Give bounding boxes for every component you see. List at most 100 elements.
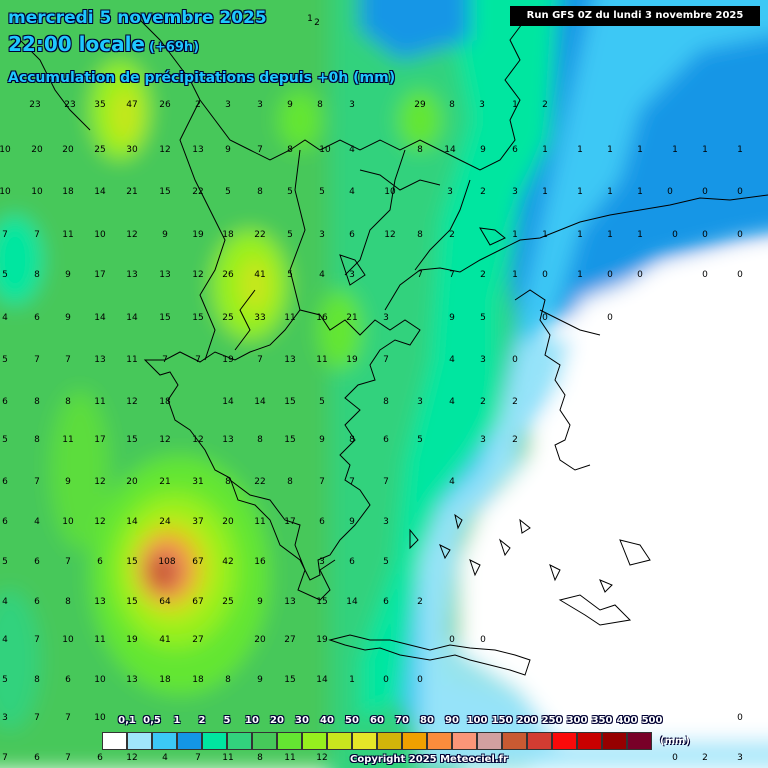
grid-value: 9 <box>257 597 263 607</box>
grid-value: 20 <box>126 477 138 487</box>
grid-value: 10 <box>94 230 106 240</box>
grid-value: 7 <box>34 230 40 240</box>
grid-value: 3 <box>383 313 389 323</box>
legend-threshold: 30 <box>295 715 309 726</box>
grid-value: 2 <box>480 397 486 407</box>
grid-value: 1 <box>307 14 313 24</box>
grid-value: 5 <box>319 397 325 407</box>
grid-value: 6 <box>97 753 103 763</box>
grid-value: 2 <box>417 597 423 607</box>
grid-value: 4 <box>449 477 455 487</box>
time-title: 22:00 locale (+69h) <box>8 32 199 56</box>
grid-value: 18 <box>159 675 171 685</box>
grid-value: 31 <box>192 477 204 487</box>
grid-value: 22 <box>254 230 266 240</box>
legend-threshold: 80 <box>420 715 434 726</box>
grid-value: 10 <box>31 187 43 197</box>
grid-value: 4 <box>162 753 168 763</box>
grid-value: 12 <box>316 753 328 763</box>
grid-value: 17 <box>94 270 106 280</box>
grid-value: 4 <box>349 145 355 155</box>
forecast-offset: (+69h) <box>149 40 200 55</box>
grid-value: 9 <box>65 270 71 280</box>
grid-value: 15 <box>284 675 296 685</box>
grid-value: 0 <box>702 270 708 280</box>
grid-value: 7 <box>349 477 355 487</box>
grid-value: 12 <box>159 145 171 155</box>
grid-value: 7 <box>65 557 71 567</box>
legend-swatch <box>102 732 127 750</box>
grid-value: 0 <box>637 270 643 280</box>
grid-value: 19 <box>346 355 358 365</box>
grid-value: 64 <box>159 597 171 607</box>
grid-value: 1 <box>349 675 355 685</box>
grid-value: 3 <box>2 713 8 723</box>
grid-value: 4 <box>2 313 8 323</box>
grid-value: 2 <box>195 100 201 110</box>
grid-value: 10 <box>62 635 74 645</box>
grid-value: 1 <box>637 230 643 240</box>
grid-value: 8 <box>34 270 40 280</box>
grid-value: 8 <box>34 397 40 407</box>
grid-value: 17 <box>94 435 106 445</box>
legend-threshold: 1 <box>173 715 181 726</box>
legend-threshold: 2 <box>198 715 206 726</box>
grid-value: 13 <box>284 597 296 607</box>
grid-value: 5 <box>480 313 486 323</box>
grid-value: 10 <box>94 675 106 685</box>
grid-value: 7 <box>2 230 8 240</box>
legend-threshold: 200 <box>516 715 538 726</box>
grid-value: 5 <box>2 435 8 445</box>
grid-value: 2 <box>702 753 708 763</box>
grid-value: 4 <box>2 635 8 645</box>
grid-value: 5 <box>287 230 293 240</box>
grid-value: 1 <box>577 270 583 280</box>
grid-value: 12 <box>384 230 396 240</box>
grid-value: 12 <box>126 230 138 240</box>
grid-value: 20 <box>222 517 234 527</box>
grid-value: 35 <box>94 100 106 110</box>
legend-unit: (mm) <box>660 736 690 747</box>
grid-value: 10 <box>62 517 74 527</box>
grid-value: 18 <box>62 187 74 197</box>
grid-value: 9 <box>449 313 455 323</box>
grid-value: 15 <box>159 187 171 197</box>
grid-value: 30 <box>126 145 138 155</box>
grid-value: 15 <box>316 597 328 607</box>
grid-value: 15 <box>159 313 171 323</box>
legend-swatch <box>252 732 277 750</box>
grid-value: 14 <box>254 397 266 407</box>
grid-value: 1 <box>577 145 583 155</box>
grid-value: 7 <box>383 477 389 487</box>
grid-value: 14 <box>126 517 138 527</box>
grid-value: 22 <box>254 477 266 487</box>
grid-value: 19 <box>222 355 234 365</box>
legend-threshold: 50 <box>345 715 359 726</box>
grid-value: 15 <box>126 557 138 567</box>
grid-value: 6 <box>34 597 40 607</box>
grid-value: 11 <box>222 753 234 763</box>
grid-value: 7 <box>34 713 40 723</box>
grid-value: 6 <box>383 597 389 607</box>
grid-value: 4 <box>449 397 455 407</box>
grid-value: 6 <box>512 145 518 155</box>
grid-value: 10 <box>319 145 331 155</box>
grid-value: 0 <box>417 675 423 685</box>
legend-swatch <box>127 732 152 750</box>
grid-value: 6 <box>34 753 40 763</box>
grid-value: 11 <box>284 313 296 323</box>
grid-value: 23 <box>64 100 76 110</box>
grid-value: 7 <box>449 270 455 280</box>
grid-value: 13 <box>159 270 171 280</box>
grid-value: 14 <box>222 397 234 407</box>
grid-value: 1 <box>577 230 583 240</box>
legend-threshold: 60 <box>370 715 384 726</box>
grid-value: 12 <box>94 477 106 487</box>
legend-threshold: 500 <box>641 715 663 726</box>
grid-value: 10 <box>0 145 11 155</box>
grid-value: 1 <box>637 145 643 155</box>
legend-threshold: 300 <box>566 715 588 726</box>
grid-value: 7 <box>383 355 389 365</box>
legend-swatch <box>527 732 552 750</box>
